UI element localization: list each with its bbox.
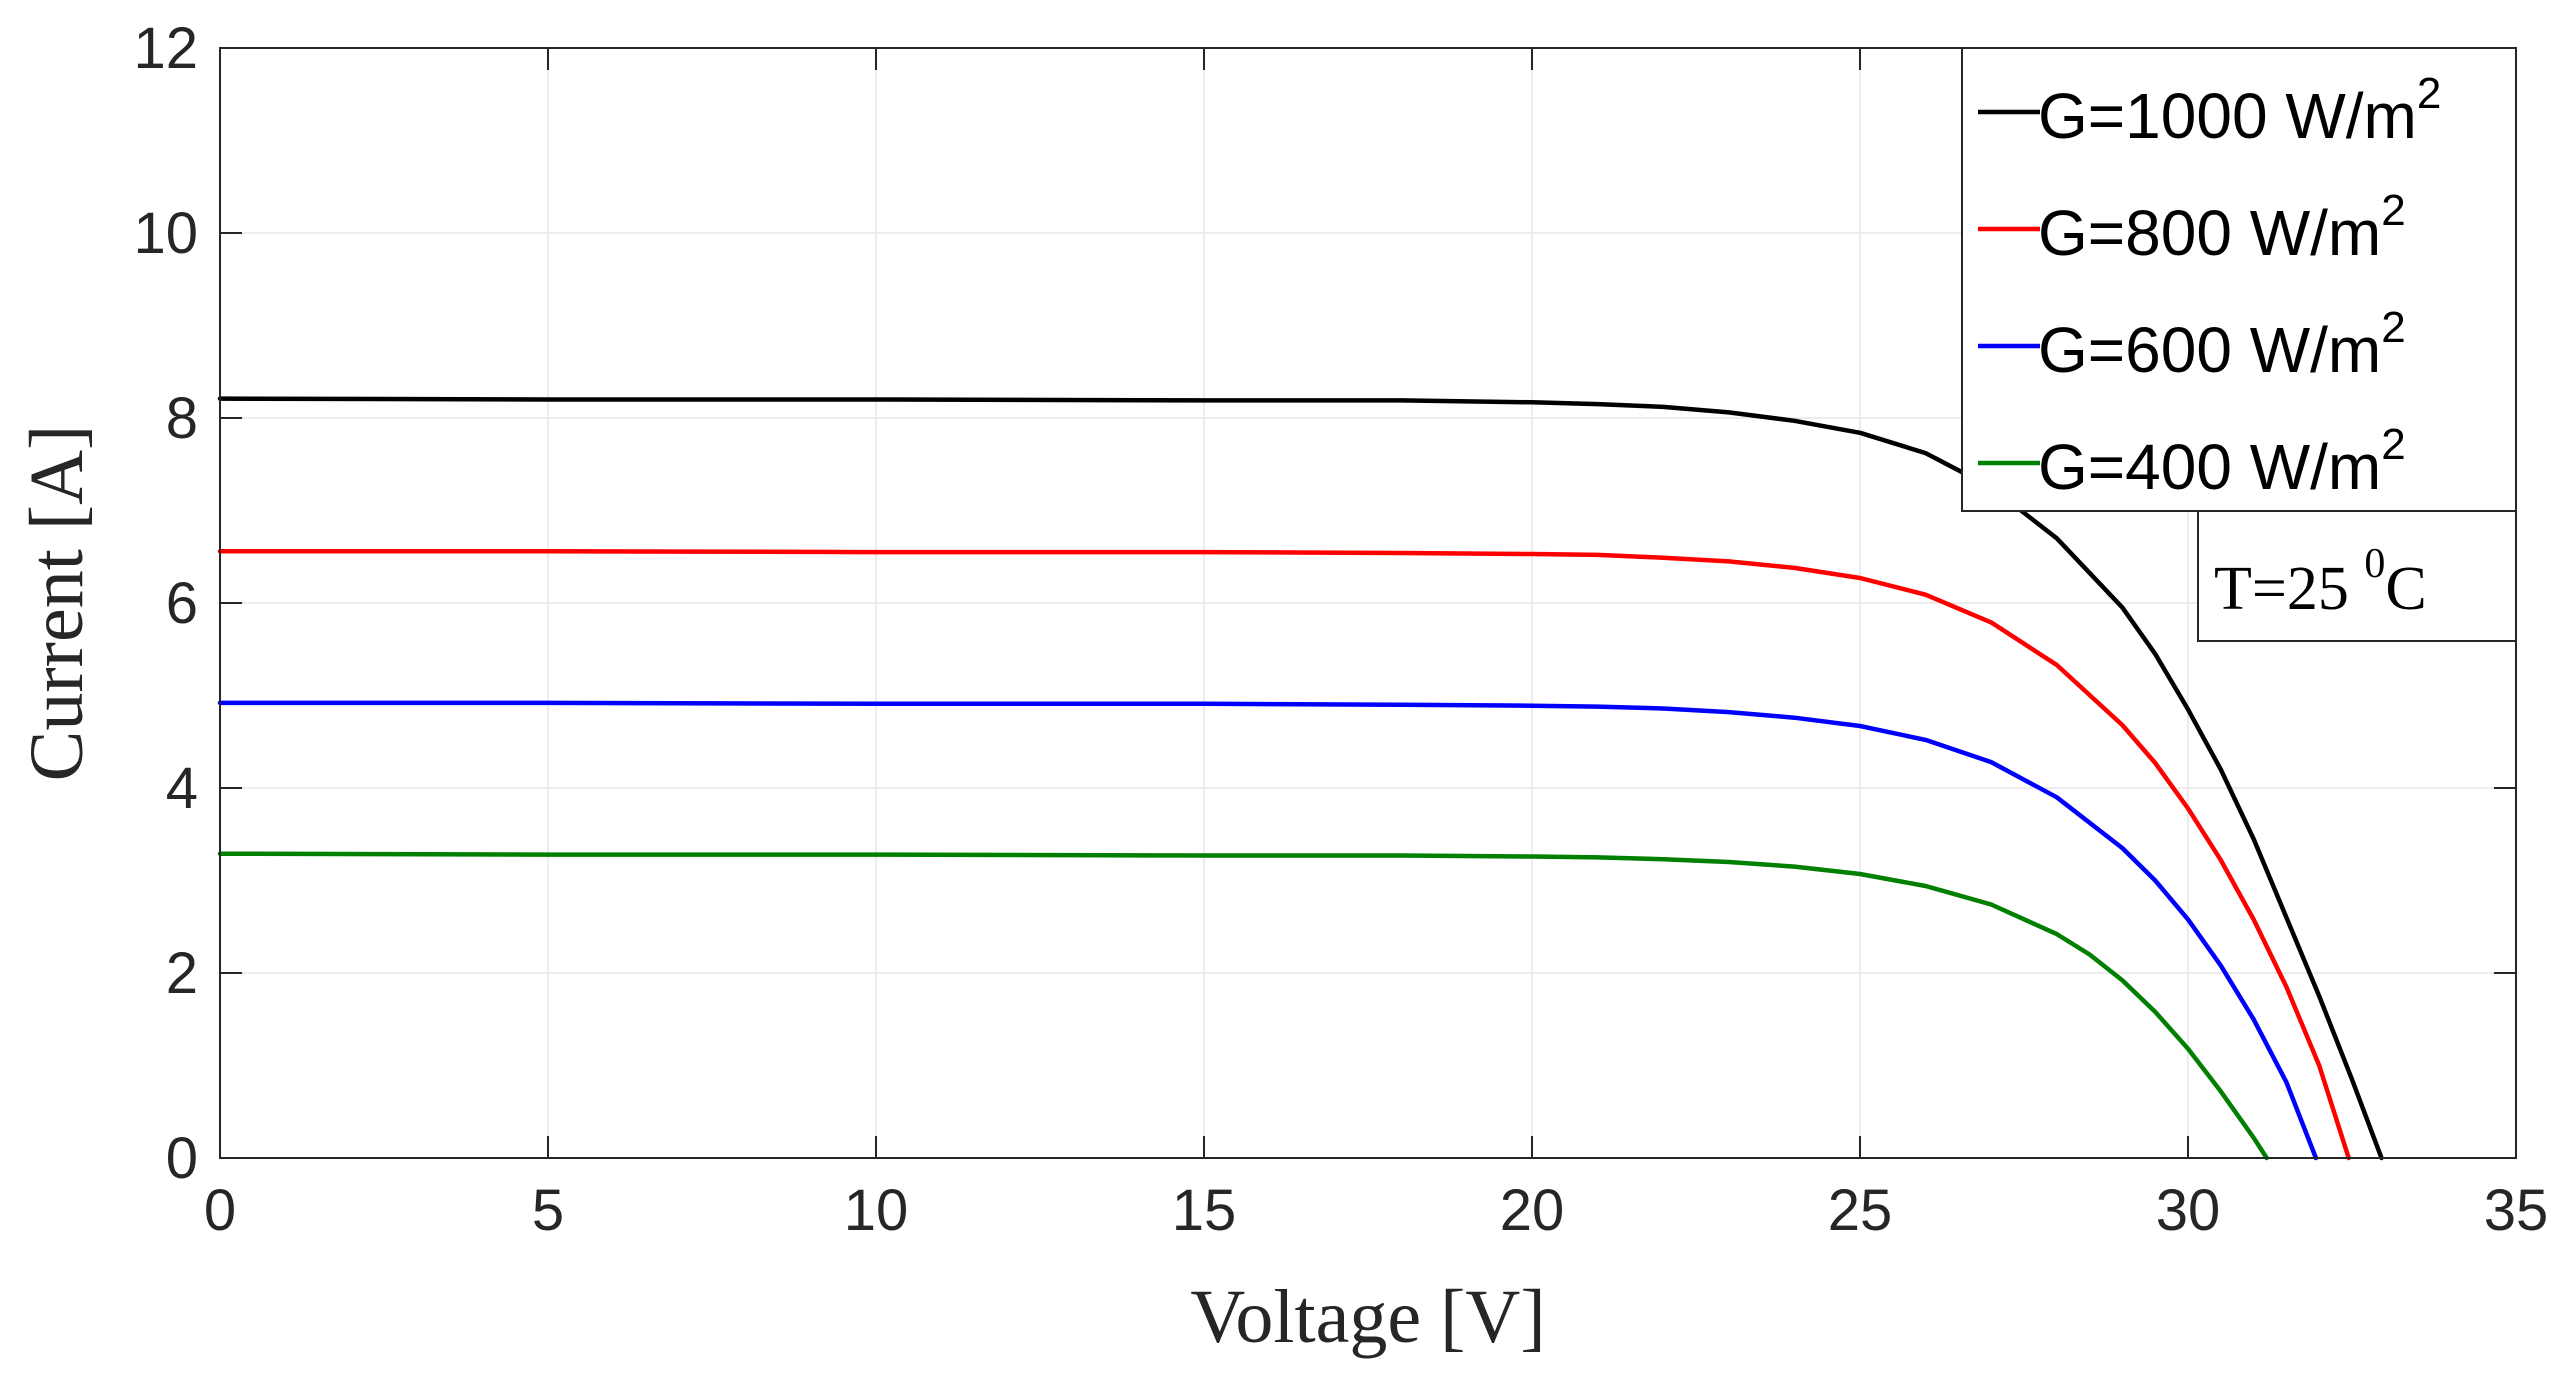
temperature-annotation-unit: C (2385, 555, 2426, 623)
series-line-1 (217, 548, 2351, 1161)
legend-entry: G=800 W/m2 (2038, 186, 2406, 269)
temperature-annotation-sup: 0 (2364, 541, 2385, 587)
x-tick-label: 10 (844, 1178, 909, 1243)
legend-box (1961, 47, 2517, 512)
y-tick-label: 4 (166, 756, 198, 821)
legend-entry-sup: 2 (2381, 303, 2405, 352)
y-tick-label: 12 (133, 16, 198, 81)
series-line-3 (217, 851, 2269, 1161)
x-tick-label: 30 (2156, 1178, 2221, 1243)
temperature-annotation: T=25 0C (2214, 541, 2427, 623)
x-axis-label: Voltage [V] (1190, 1275, 1545, 1359)
x-tick-label: 25 (1828, 1178, 1893, 1243)
x-tick-label: 15 (1172, 1178, 1237, 1243)
x-tick-label: 20 (1500, 1178, 1565, 1243)
y-tick-label: 8 (166, 386, 198, 451)
series-line-2 (217, 700, 2319, 1161)
y-tick-label: 0 (166, 1126, 198, 1191)
series-layer (217, 396, 2384, 1161)
y-axis-label: Current [A] (15, 425, 99, 782)
label-layer: Voltage [V] Current [A] (15, 425, 1546, 1359)
y-tick-label: 6 (166, 571, 198, 636)
legend-entry: G=400 W/m2 (2038, 420, 2406, 503)
legend-entry: G=600 W/m2 (2038, 303, 2406, 386)
legend: G=1000 W/m2 G=800 W/m2 G=600 W/m2 G=400 W/m… (1961, 47, 2517, 512)
x-tick-label: 5 (532, 1178, 564, 1243)
legend-entry: G=1000 W/m2 (2038, 69, 2441, 152)
x-tick-label: 0 (204, 1178, 236, 1243)
legend-entry-sup: 2 (2381, 186, 2405, 235)
annotation-box: T=25 0C (2197, 510, 2517, 642)
series-line-0 (217, 396, 2384, 1161)
annotation-frame (2197, 510, 2517, 642)
y-tick-label: 2 (166, 941, 198, 1006)
y-tick-label: 10 (133, 201, 198, 266)
legend-entry-sup: 2 (2381, 420, 2405, 469)
x-tick-label: 35 (2484, 1178, 2549, 1243)
legend-entry-sup: 2 (2417, 69, 2441, 118)
